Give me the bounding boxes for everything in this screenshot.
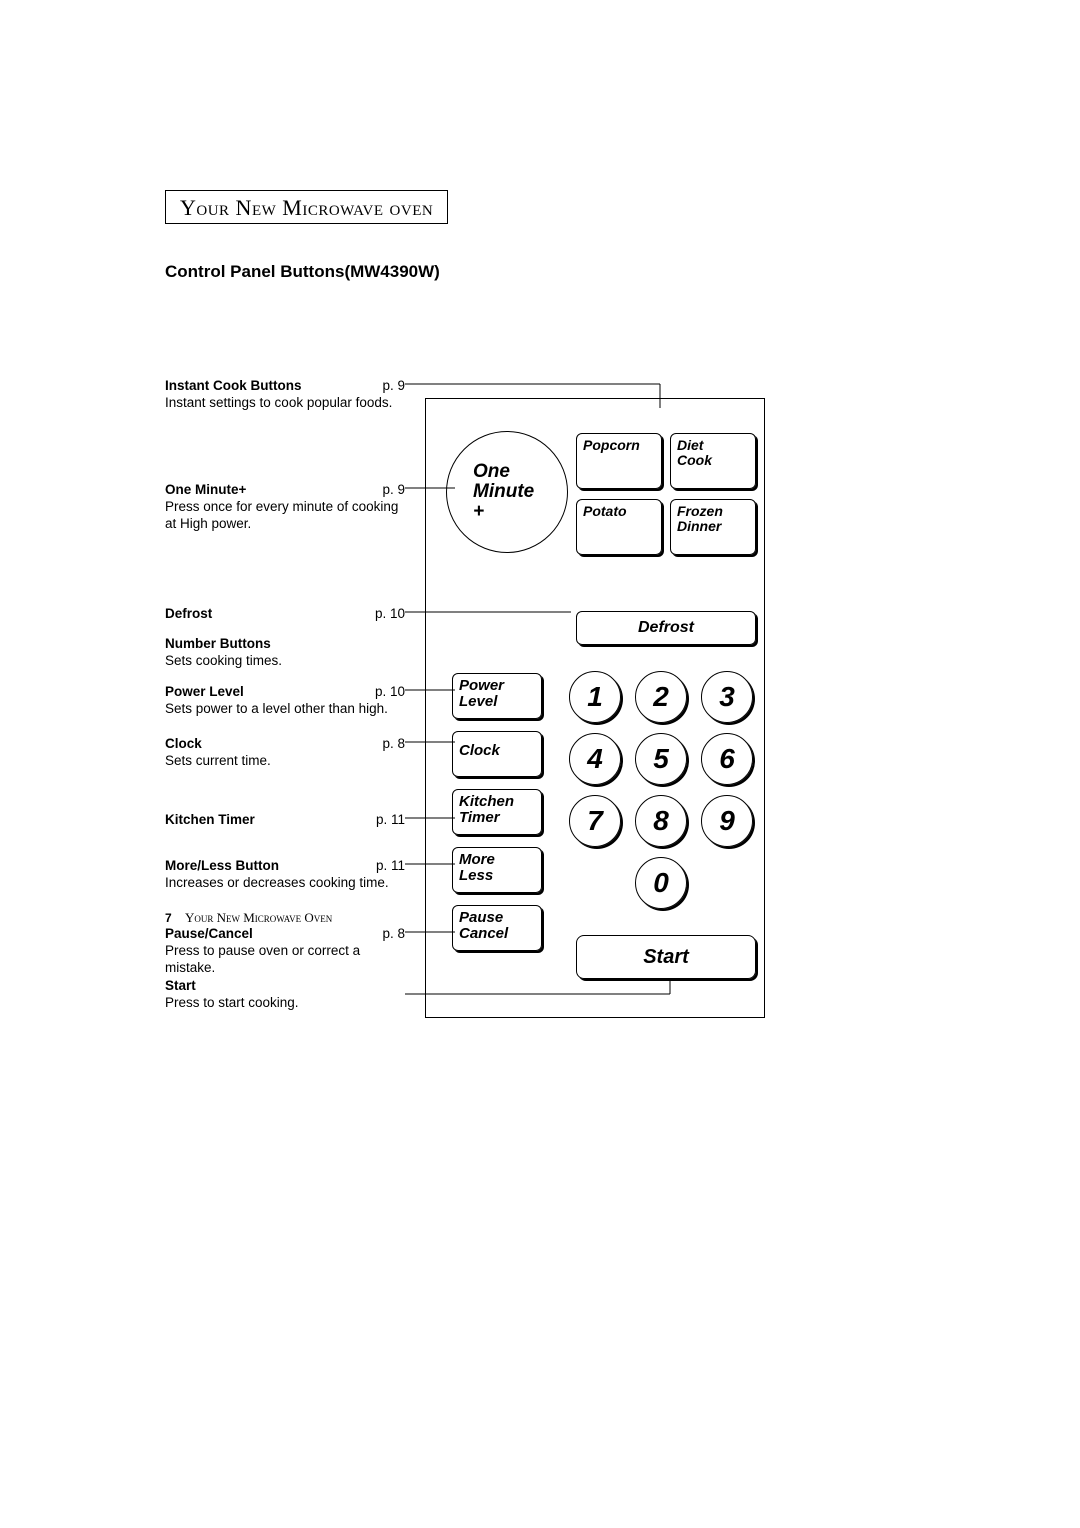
- function-label: Clock: [459, 732, 541, 770]
- one-minute-plus-button[interactable]: One Minute +: [446, 431, 568, 553]
- function-label: More: [459, 852, 541, 868]
- instant-label: Diet: [677, 438, 751, 453]
- section-title: Your New Microwave oven: [165, 190, 448, 224]
- one-minute-line3: +: [473, 502, 484, 522]
- instant-label: Frozen: [677, 504, 751, 519]
- function-button[interactable]: Clock: [452, 731, 542, 777]
- instant-cook-button[interactable]: FrozenDinner: [670, 499, 756, 555]
- digit-button-2[interactable]: 2: [635, 671, 687, 723]
- description-page-ref: p. 8: [382, 926, 405, 943]
- description-page-ref: p. 9: [382, 378, 405, 395]
- description-title: Number Buttons: [165, 636, 271, 653]
- description-body: Press once for every minute of cooking a…: [165, 499, 405, 533]
- function-label: Timer: [459, 810, 541, 826]
- digit-button-9[interactable]: 9: [701, 795, 753, 847]
- instant-label: Popcorn: [583, 438, 657, 453]
- instant-cook-button[interactable]: DietCook: [670, 433, 756, 489]
- description-title: Instant Cook Buttons: [165, 378, 302, 395]
- function-button[interactable]: PowerLevel: [452, 673, 542, 719]
- description-title: Clock: [165, 736, 202, 753]
- instant-label: Potato: [583, 504, 657, 519]
- function-label: Less: [459, 868, 541, 884]
- subtitle: Control Panel Buttons(MW4390W): [165, 262, 920, 282]
- description-item: StartPress to start cooking.: [165, 978, 405, 1012]
- digit-button-5[interactable]: 5: [635, 733, 687, 785]
- function-label: Cancel: [459, 926, 541, 942]
- description-page-ref: p. 8: [382, 736, 405, 753]
- digit-button-8[interactable]: 8: [635, 795, 687, 847]
- description-page-ref: p. 11: [376, 858, 405, 875]
- description-title: Power Level: [165, 684, 244, 701]
- description-body: Sets current time.: [165, 753, 405, 770]
- description-item: Power Level p. 10Sets power to a level ot…: [165, 684, 405, 718]
- one-minute-line1: One: [473, 462, 510, 482]
- function-button[interactable]: MoreLess: [452, 847, 542, 893]
- description-title: Kitchen Timer: [165, 812, 255, 829]
- digit-button-7[interactable]: 7: [569, 795, 621, 847]
- description-body: Press to pause oven or correct a mistake…: [165, 943, 405, 977]
- digit-button-3[interactable]: 3: [701, 671, 753, 723]
- description-body: Increases or decreases cooking time.: [165, 875, 405, 892]
- description-item: One Minute+ p. 9Press once for every minu…: [165, 482, 405, 533]
- number-keypad: 123 456 7890: [566, 671, 756, 909]
- description-item: Clock p. 8Sets current time.: [165, 736, 405, 770]
- instant-cook-button[interactable]: Potato: [576, 499, 662, 555]
- instant-label: Cook: [677, 453, 751, 468]
- digit-button-4[interactable]: 4: [569, 733, 621, 785]
- description-title: Start: [165, 978, 196, 995]
- one-minute-line2: Minute: [473, 482, 534, 502]
- function-label: Kitchen: [459, 794, 541, 810]
- description-body: Press to start cooking.: [165, 995, 405, 1012]
- digit-button-6[interactable]: 6: [701, 733, 753, 785]
- description-page-ref: p. 10: [375, 684, 405, 701]
- function-label: Power: [459, 678, 541, 694]
- defrost-button[interactable]: Defrost: [576, 611, 756, 645]
- description-body: Sets power to a level other than high.: [165, 701, 405, 718]
- description-page-ref: p. 11: [376, 812, 405, 829]
- function-button[interactable]: KitchenTimer: [452, 789, 542, 835]
- description-title: Pause/Cancel: [165, 926, 253, 943]
- description-item: Number ButtonsSets cooking times.: [165, 636, 405, 670]
- instant-cook-button[interactable]: Popcorn: [576, 433, 662, 489]
- digit-button-0[interactable]: 0: [635, 857, 687, 909]
- start-button[interactable]: Start: [576, 935, 756, 979]
- footer-page-number: 7: [165, 911, 172, 925]
- description-item: More/Less Button p. 11Increases or decrea…: [165, 858, 405, 892]
- description-title: One Minute+: [165, 482, 246, 499]
- footer-text: Your New Microwave Oven: [185, 910, 332, 925]
- description-title: More/Less Button: [165, 858, 279, 875]
- description-item: Kitchen Timer p. 11: [165, 812, 405, 829]
- page-footer: 7 Your New Microwave Oven: [165, 910, 765, 926]
- description-title: Defrost: [165, 606, 212, 623]
- function-label: Level: [459, 694, 541, 710]
- description-item: Defrost p. 10: [165, 606, 405, 623]
- description-page-ref: p. 9: [382, 482, 405, 499]
- instant-label: Dinner: [677, 519, 751, 534]
- description-item: Pause/Cancel p. 8Press to pause oven or c…: [165, 926, 405, 977]
- description-item: Instant Cook Buttons p. 9Instant settings…: [165, 378, 405, 412]
- description-body: Instant settings to cook popular foods.: [165, 395, 405, 412]
- description-body: Sets cooking times.: [165, 653, 405, 670]
- digit-button-1[interactable]: 1: [569, 671, 621, 723]
- instant-cook-grid: Popcorn DietCook Potato FrozenDinner: [576, 433, 756, 555]
- description-page-ref: p. 10: [375, 606, 405, 623]
